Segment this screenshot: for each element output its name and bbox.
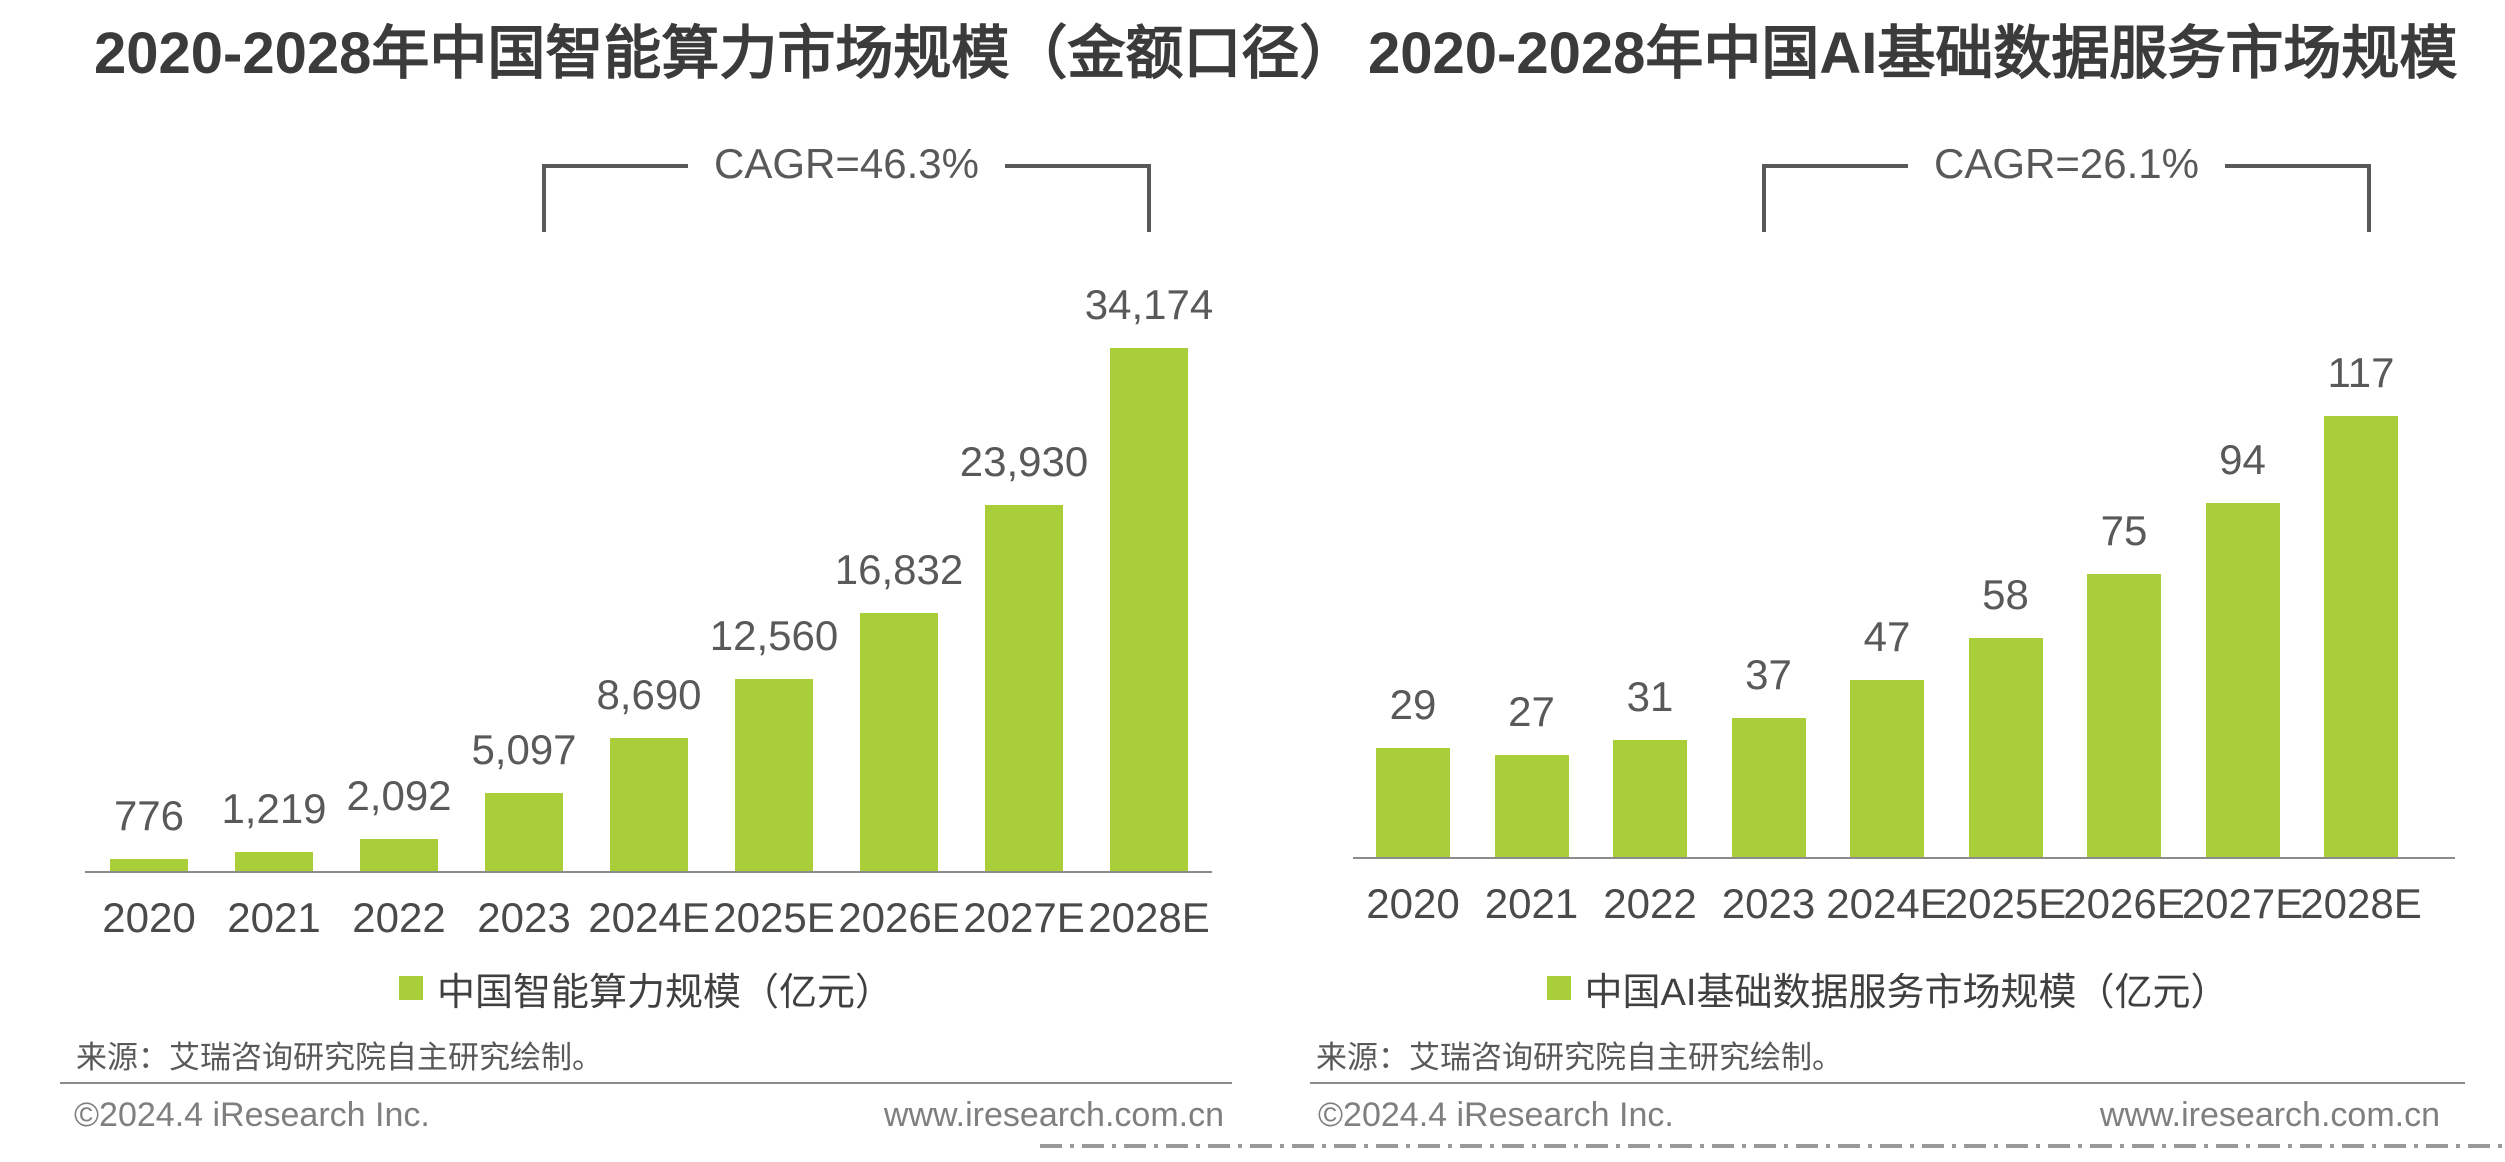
intelligent-computing-market-chart: 2020-2028年中国智能算力市场规模（金额口径） CAGR=46.3% 77… xyxy=(60,0,1357,1162)
bar-value-label: 776 xyxy=(113,792,185,839)
bar xyxy=(1494,755,1569,857)
bar xyxy=(360,839,438,871)
bar-value-label: 58 xyxy=(1982,571,2029,618)
footer: ©2024.4 iResearch Inc. www.iresearch.com… xyxy=(74,1096,1224,1135)
x-axis-label: 2024E xyxy=(1826,880,1948,927)
bar xyxy=(1613,740,1687,857)
bar xyxy=(1110,348,1188,871)
x-axis-label: 2022 xyxy=(352,894,446,941)
legend-label: 中国智能算力规模（亿元） xyxy=(436,971,893,1014)
bar xyxy=(860,613,938,871)
bar-value-label: 5,097 xyxy=(471,726,577,773)
website-url: www.iresearch.com.cn xyxy=(883,1096,1224,1134)
x-axis-label: 2025E xyxy=(1944,880,2067,927)
bracket-left-segment xyxy=(1762,164,1909,232)
legend: 中国AI基础数据服务市场规模（亿元） xyxy=(1310,964,2465,1014)
bar-value-label: 8,690 xyxy=(596,671,702,718)
bar xyxy=(2324,416,2398,857)
bottom-dash-dot-line xyxy=(1040,1144,2505,1148)
x-axis-label: 2027E xyxy=(2181,880,2304,927)
bar-value-label: 1,219 xyxy=(221,785,327,832)
copyright-text: ©2024.4 iResearch Inc. xyxy=(1318,1096,1674,1134)
bracket-right-segment xyxy=(1004,164,1151,232)
x-axis-label: 2020 xyxy=(102,894,196,941)
copyright-text: ©2024.4 iResearch Inc. xyxy=(74,1096,430,1134)
bar-value-label: 12,560 xyxy=(709,612,839,659)
bar xyxy=(1850,680,1924,857)
source-note: 来源：艾瑞咨询研究院自主研究绘制。 xyxy=(76,1040,603,1075)
bar xyxy=(985,505,1063,871)
footer: ©2024.4 iResearch Inc. www.iresearch.com… xyxy=(1318,1096,2440,1135)
bar xyxy=(110,859,188,871)
chart-title: 2020-2028年中国智能算力市场规模（金额口径） xyxy=(94,21,1358,86)
bar-value-label: 23,930 xyxy=(959,438,1089,485)
chart-title: 2020-2028年中国AI基础数据服务市场规模 xyxy=(1368,21,2458,86)
bar xyxy=(485,793,563,871)
x-axis-label: 2028E xyxy=(2300,880,2422,927)
bar xyxy=(2205,503,2280,857)
legend-label: 中国AI基础数据服务市场规模（亿元） xyxy=(1584,971,2229,1014)
bar-value-label: 117 xyxy=(2327,349,2395,396)
bar-value-label: 75 xyxy=(2100,507,2148,554)
ai-data-service-market-chart: 2020-2028年中国AI基础数据服务市场规模 CAGR=26.1% 29 20… xyxy=(1310,0,2465,1162)
x-axis-label: 2020 xyxy=(1366,880,1460,927)
bar-value-label: 27 xyxy=(1508,688,1555,735)
bar-value-label: 47 xyxy=(1863,613,1911,660)
bar xyxy=(235,852,313,871)
bar xyxy=(1968,638,2043,857)
x-axis-label: 2026E xyxy=(838,894,960,941)
bar-plot: 776 2020 1,219 2021 2,092 2022 5,097 2023 8,690 2… xyxy=(85,284,1213,939)
bar-value-label: 16,832 xyxy=(834,546,964,593)
legend-swatch xyxy=(1546,976,1571,1000)
bar xyxy=(735,679,813,871)
x-axis-label: 2028E xyxy=(1088,894,1210,941)
bar-value-label: 31 xyxy=(1626,673,1674,720)
x-axis-label: 2027E xyxy=(963,894,1085,941)
cagr-bracket: CAGR=46.3% xyxy=(542,143,1151,232)
x-axis-label: 2022 xyxy=(1603,880,1697,927)
x-axis-label: 2023 xyxy=(477,894,571,941)
bracket-left-segment xyxy=(542,164,689,232)
cagr-bracket: CAGR=26.1% xyxy=(1762,143,2371,232)
cagr-label: CAGR=46.3% xyxy=(714,140,979,187)
bar xyxy=(610,738,688,871)
bar-value-label: 29 xyxy=(1389,681,1437,728)
x-axis-label: 2026E xyxy=(2063,880,2185,927)
bar xyxy=(1731,718,1806,857)
x-axis-label: 2025E xyxy=(713,894,835,941)
footer-divider xyxy=(60,1082,1232,1084)
cagr-label: CAGR=26.1% xyxy=(1934,140,2199,187)
x-axis-label: 2024E xyxy=(588,894,710,941)
x-axis-label: 2021 xyxy=(1484,880,1579,927)
bar xyxy=(1376,748,1450,857)
bar-value-label: 94 xyxy=(2219,436,2266,483)
footer-divider xyxy=(1310,1082,2465,1084)
bar xyxy=(2087,574,2161,857)
website-url: www.iresearch.com.cn xyxy=(2099,1096,2440,1134)
legend-swatch xyxy=(398,976,423,1000)
x-axis-label: 2023 xyxy=(1721,880,1816,927)
legend: 中国智能算力规模（亿元） xyxy=(60,964,1232,1014)
bar-value-label: 34,174 xyxy=(1084,281,1214,328)
source-note: 来源：艾瑞咨询研究院自主研究绘制。 xyxy=(1316,1040,1843,1075)
bar-value-label: 2,092 xyxy=(346,772,452,819)
bracket-right-segment xyxy=(2224,164,2371,232)
x-axis-label: 2021 xyxy=(227,894,321,941)
bar-plot: 29 2020 27 2021 31 2022 37 2023 47 2024E 58 2025E 75… xyxy=(1353,352,2455,925)
bar-value-label: 37 xyxy=(1745,651,1792,698)
